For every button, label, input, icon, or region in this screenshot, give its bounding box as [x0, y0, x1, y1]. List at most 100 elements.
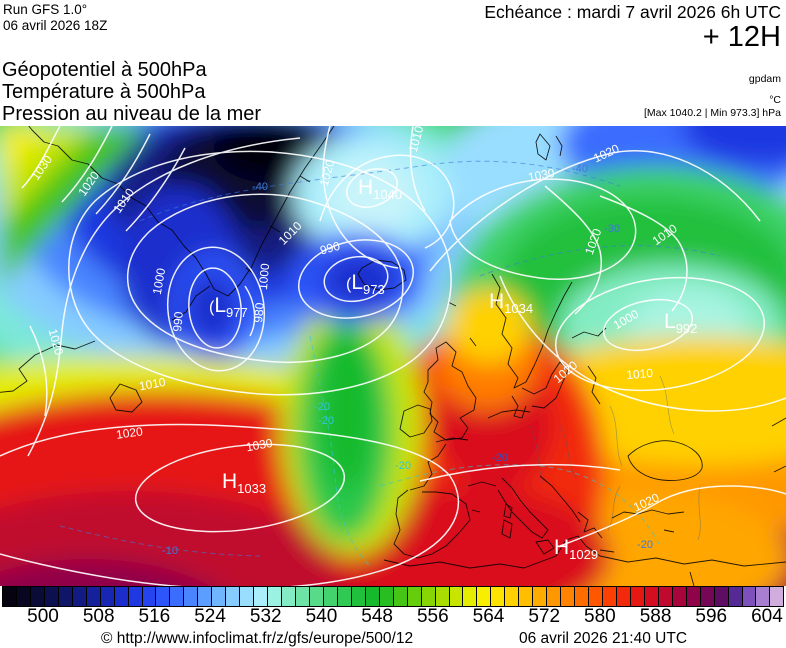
colorbar-cell — [254, 587, 269, 606]
weather-map-svg: H1040 (L973 (L977 H1034 L992 H1033 H1029 1030 10… — [0, 126, 786, 586]
isobar-value-label: 980 — [251, 302, 267, 323]
source-url: © http://www.infoclimat.fr/z/gfs/europe/… — [101, 630, 414, 647]
colorbar-tick: 500 — [27, 606, 59, 627]
colorbar-cell — [714, 587, 729, 606]
colorbar-cell — [170, 587, 185, 606]
valid-time-label: Echéance : mardi 7 avril 2026 6h UTC — [484, 2, 781, 22]
colorbar-cell — [421, 587, 436, 606]
pressure-center-label: H1033 — [222, 470, 266, 496]
colorbar-cell — [365, 587, 380, 606]
colorbar-cell — [379, 587, 394, 606]
colorbar-cell — [686, 587, 701, 606]
temperature-value-label: -20 — [314, 401, 330, 413]
colorbar-cell — [742, 587, 757, 606]
colorbar-cell — [477, 587, 492, 606]
isobar-value-label: 990 — [318, 239, 341, 258]
colorbar-cell — [268, 587, 283, 606]
colorbar-cell — [463, 587, 478, 606]
colorbar-tick: 508 — [82, 606, 115, 627]
temperature-value-label: -20 — [492, 452, 508, 464]
isobar-value-label: 1020 — [46, 327, 67, 357]
isobar-value-label: 1000 — [256, 262, 272, 290]
colorbar-tick-labels: 500 508 516 524 532 540 548 556 564 572 580 588 596 6… — [0, 606, 786, 629]
colorbar-cell — [505, 587, 520, 606]
colorbar-cell — [282, 587, 297, 606]
colorbar-cell — [337, 587, 352, 606]
isobar-value-label: 1010 — [138, 375, 167, 393]
weather-map-canvas: H1040 (L973 (L977 H1034 L992 H1033 H1029 1030 10… — [0, 126, 786, 586]
colorbar-cell — [728, 587, 743, 606]
map-title-pressure: Pression au niveau de la mer — [2, 103, 262, 125]
colorbar-cell — [519, 587, 534, 606]
colorbar-tick: 540 — [305, 606, 338, 627]
colorbar-cell — [100, 587, 115, 606]
colorbar-cell — [602, 587, 617, 606]
forecast-step-label: + 12H — [702, 21, 781, 53]
colorbar-tick: 588 — [639, 606, 672, 627]
colorbar-cell — [561, 587, 576, 606]
pressure-minmax-label: [Max 1040.2 | Min 973.3] hPa — [644, 107, 781, 119]
colorbar-tick: 604 — [751, 606, 783, 627]
colorbar-cell — [644, 587, 659, 606]
isobar-value-label: 1000 — [150, 267, 168, 296]
pressure-center-label: (L977 — [209, 294, 248, 320]
isobar-contours — [0, 126, 786, 586]
colorbar-cell — [616, 587, 631, 606]
geopotential-colorbar — [2, 586, 784, 607]
isobar-value-label: 1020 — [317, 158, 338, 188]
colorbar-cell — [72, 587, 87, 606]
colorbar-cell — [547, 587, 562, 606]
colorbar-tick: 524 — [194, 606, 226, 627]
colorbar-cell — [672, 587, 687, 606]
colorbar-tick: 556 — [416, 606, 449, 627]
isobar-value-label: 1010 — [626, 366, 654, 382]
colorbar-tick: 580 — [584, 606, 616, 627]
unit-celsius-label: °C — [769, 94, 781, 106]
colorbar-cell — [16, 587, 31, 606]
colorbar-cell — [533, 587, 548, 606]
colorbar-cell — [142, 587, 157, 606]
temperature-value-label: -10 — [162, 545, 178, 557]
pressure-center-label: L992 — [664, 310, 697, 336]
colorbar-cell — [491, 587, 506, 606]
colorbar-tick: 548 — [361, 606, 393, 627]
colorbar-cell — [58, 587, 73, 606]
unit-gpdam-label: gpdam — [748, 73, 781, 85]
isobar-value-label: 1030 — [245, 436, 274, 454]
coastlines — [0, 126, 786, 586]
model-run-label: Run GFS 1.0° — [3, 2, 88, 17]
map-title-geopotential: Géopotentiel à 500hPa — [2, 59, 207, 81]
colorbar-cell — [198, 587, 213, 606]
colorbar-cell — [575, 587, 590, 606]
temperature-value-label: -20 — [395, 460, 411, 472]
colorbar-cell — [449, 587, 464, 606]
map-title-temperature: Température à 500hPa — [2, 81, 206, 103]
colorbar-cell — [114, 587, 129, 606]
temperature-value-label: -20 — [318, 415, 334, 427]
colorbar-tick: 516 — [138, 606, 171, 627]
colorbar-tick: 596 — [695, 606, 728, 627]
colorbar-cell — [296, 587, 310, 606]
colorbar-tick: 572 — [528, 606, 561, 627]
colorbar-cell — [435, 587, 450, 606]
model-run-date: 06 avril 2026 18Z — [3, 18, 108, 33]
colorbar-cell — [240, 587, 255, 606]
colorbar-cell — [86, 587, 101, 606]
colorbar-cell — [700, 587, 715, 606]
colorbar-cell — [770, 587, 784, 606]
temperature-value-label: -30 — [604, 223, 620, 235]
colorbar-cell — [212, 587, 227, 606]
colorbar-tick: 532 — [249, 606, 282, 627]
colorbar-cell — [128, 587, 143, 606]
colorbar-cell — [226, 587, 241, 606]
colorbar-cell — [407, 587, 422, 606]
temperature-contours — [59, 160, 721, 567]
colorbar-cell — [156, 587, 171, 606]
temperature-value-label: -40 — [252, 181, 268, 193]
pressure-center-label: H1040 — [358, 176, 402, 202]
colorbar-cell — [756, 587, 771, 606]
pressure-center-label: (L973 — [346, 271, 385, 297]
isobar-value-label: 1020 — [115, 424, 144, 442]
pressure-center-label: H1034 — [489, 290, 533, 316]
